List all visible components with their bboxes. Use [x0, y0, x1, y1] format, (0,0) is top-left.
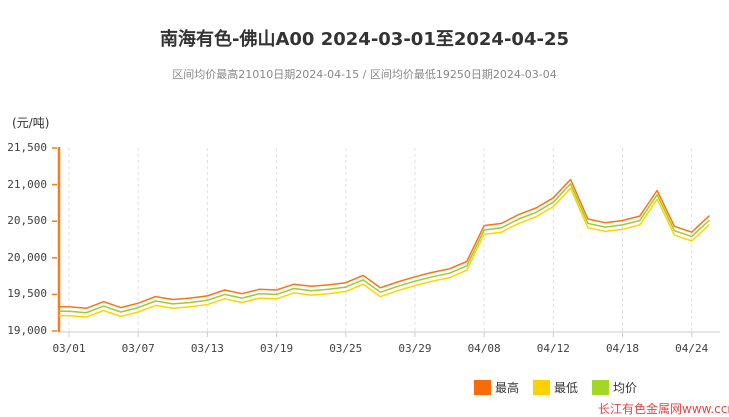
series-line-high	[58, 178, 710, 310]
legend: 最高 最低 均价	[474, 379, 651, 396]
y-axis-label: 19,000	[7, 324, 47, 337]
legend-item-avg: 均价	[592, 379, 637, 396]
legend-swatch-high	[474, 380, 491, 395]
x-axis-label: 03/07	[121, 342, 155, 355]
y-axis-label: 20,500	[7, 214, 47, 228]
y-axis-label: 21,000	[7, 177, 47, 191]
chart-title: 南海有色-佛山A00 2024-03-01至2024-04-25	[160, 29, 569, 50]
legend-label-low: 最低	[554, 381, 579, 395]
x-axis-label: 03/29	[398, 342, 432, 355]
y-axis-label: 19,500	[7, 287, 47, 301]
legend-swatch-avg	[592, 380, 610, 395]
legend-item-high: 最高	[474, 379, 519, 396]
legend-label-high: 最高	[495, 381, 520, 395]
watermark-text: 长江有色金属网www.ccmn.cn	[598, 402, 729, 416]
x-axis-label: 04/18	[605, 342, 640, 355]
x-axis-label: 03/13	[190, 342, 224, 355]
chart-subtitle: 区间均价最高21010日期2024-04-15 / 区间均价最低19250日期2…	[172, 68, 557, 81]
price-chart-page: { "header": { "title": "南海有色-佛山A00 2024-…	[7, 29, 729, 416]
legend-label-avg: 均价	[613, 381, 638, 395]
x-axis-label: 04/12	[536, 342, 570, 355]
y-axis-label: 21,500	[7, 141, 47, 154]
x-axis-label: 04/24	[675, 342, 709, 355]
y-axis-unit-label: (元/吨)	[12, 116, 50, 130]
x-axis-label: 03/25	[329, 342, 363, 355]
price-trend-chart	[52, 147, 720, 337]
legend-swatch-low	[533, 380, 551, 395]
y-axis-label: 20,000	[7, 250, 47, 264]
x-axis-label: 04/08	[467, 342, 501, 355]
series-line-avg	[58, 183, 710, 314]
x-axis-label: 03/19	[260, 342, 294, 355]
series-line-low	[58, 187, 710, 318]
legend-item-low: 最低	[533, 379, 578, 396]
x-axis-label: 03/01	[52, 342, 86, 355]
